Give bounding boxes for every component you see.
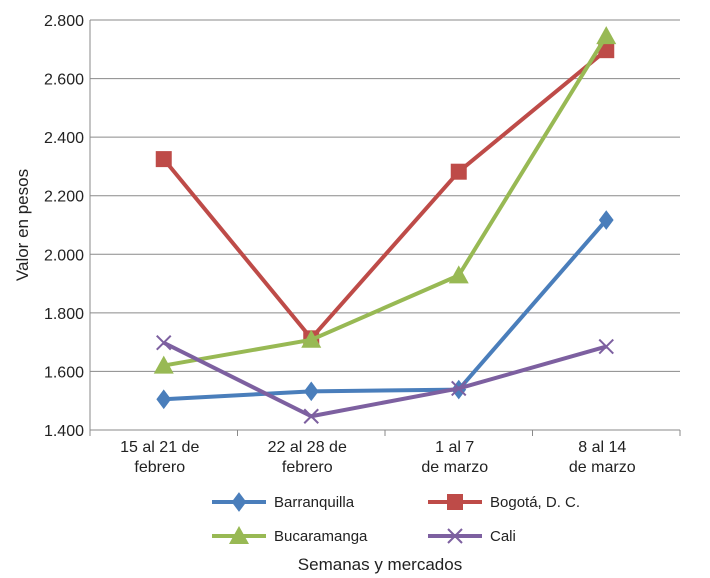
- series-line: [163, 218, 608, 402]
- data-point: [153, 355, 174, 374]
- data-point: [156, 335, 172, 351]
- y-tick-label: 2.200: [44, 189, 84, 206]
- x-tick-label: 22 al 28 de febrero: [268, 439, 347, 476]
- legend-marker: [447, 528, 463, 544]
- x-axis: 15 al 21 de febrero 22 al 28 de febrero 1 al…: [89, 20, 681, 476]
- series-layer: [153, 26, 617, 424]
- y-tick-label: 1.400: [44, 423, 84, 440]
- y-axis-tick-labels: 1.400 1.600 1.800 2.000 2.200 2.400 2.600 2.800: [44, 13, 84, 440]
- x-axis-title: Semanas y mercados: [298, 555, 462, 574]
- series-bucaramanga: [153, 26, 617, 374]
- data-point: [596, 26, 617, 45]
- gridlines: [90, 19, 680, 431]
- data-point: [156, 389, 172, 410]
- data-point: [450, 163, 467, 180]
- data-point: [303, 408, 319, 424]
- data-point: [301, 329, 322, 348]
- data-point: [598, 210, 614, 230]
- legend-label: Bogotá, D. C.: [490, 494, 580, 511]
- y-tick-label: 2.600: [44, 72, 84, 89]
- data-point: [448, 265, 469, 284]
- data-point: [598, 338, 614, 355]
- legend-item: Bogotá, D. C.: [428, 494, 580, 511]
- legend-label: Bucaramanga: [274, 528, 368, 545]
- y-axis-title: Valor en pesos: [13, 169, 32, 281]
- series-cali: [156, 335, 614, 424]
- data-point: [155, 151, 172, 168]
- x-tick-label: 8 al 14 de marzo: [569, 439, 636, 476]
- legend-label: Barranquilla: [274, 494, 355, 511]
- y-tick-label: 2.000: [44, 247, 84, 264]
- legend-item: Barranquilla: [212, 492, 355, 512]
- series-line: [162, 340, 607, 419]
- data-point: [303, 381, 319, 402]
- y-tick-label: 2.800: [44, 13, 84, 30]
- legend-marker: [229, 526, 249, 544]
- legend-marker: [447, 494, 463, 510]
- legend-label: Cali: [490, 528, 516, 545]
- data-point: [451, 380, 467, 397]
- legend: Barranquilla Bogotá, D. C. Bucaramanga Cali: [212, 492, 580, 545]
- x-tick-label: 1 al 7 de marzo: [421, 439, 488, 476]
- series-line: [163, 35, 608, 368]
- legend-item: Bucaramanga: [212, 526, 368, 545]
- legend-marker: [231, 492, 247, 512]
- x-tick-label: 15 al 21 de febrero: [120, 439, 199, 476]
- y-tick-label: 1.800: [44, 306, 84, 323]
- y-tick-label: 1.600: [44, 364, 84, 381]
- y-tick-label: 2.400: [44, 130, 84, 147]
- legend-item: Cali: [428, 528, 516, 545]
- series-bogot-d-c: [155, 42, 615, 347]
- series-line: [162, 48, 608, 341]
